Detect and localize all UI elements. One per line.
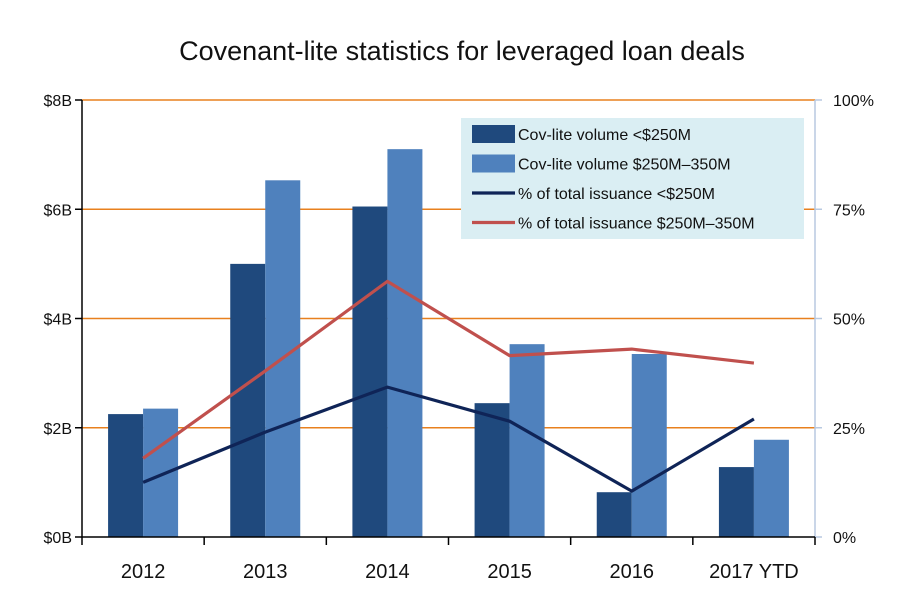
bar-250m-350m bbox=[387, 149, 423, 537]
left-tick-label: $2B bbox=[44, 421, 72, 438]
left-tick-label: $6B bbox=[44, 202, 72, 219]
bar-250m-350m bbox=[631, 354, 667, 537]
bar-under-250m bbox=[474, 403, 510, 537]
line-pct-under-250m bbox=[142, 385, 755, 493]
bar-250m-350m bbox=[509, 344, 545, 537]
left-tick-label: $8B bbox=[44, 93, 72, 110]
x-tick-label: 2013 bbox=[243, 561, 288, 583]
legend-label: Cov-lite volume $250M–350M bbox=[518, 157, 731, 174]
legend-label: Cov-lite volume <$250M bbox=[518, 127, 691, 144]
bar-under-250m bbox=[596, 492, 632, 537]
chart-title: Covenant-lite statistics for leveraged l… bbox=[179, 36, 745, 66]
legend-swatch bbox=[472, 125, 515, 143]
bar-under-250m bbox=[230, 263, 266, 537]
bar-under-250m bbox=[352, 206, 388, 538]
left-tick-label: $0B bbox=[44, 530, 72, 547]
x-tick-label: 2015 bbox=[487, 561, 532, 583]
right-tick-label: 0% bbox=[833, 530, 856, 547]
bar-250m-350m bbox=[143, 408, 179, 537]
bar-under-250m bbox=[718, 467, 754, 537]
left-axis-ticks: $0B $2B $4B $6B $8B bbox=[44, 93, 82, 547]
x-tick-label: 2014 bbox=[365, 561, 410, 583]
gridlines bbox=[82, 99, 815, 429]
right-axis-ticks: 0% 25% 50% 75% 100% bbox=[815, 93, 874, 547]
right-tick-label: 50% bbox=[833, 312, 865, 329]
legend-swatch bbox=[472, 154, 515, 173]
x-tick-label: 2017 YTD bbox=[709, 561, 799, 583]
line-series bbox=[142, 279, 755, 493]
right-tick-label: 75% bbox=[833, 202, 865, 219]
bar-series bbox=[108, 149, 789, 538]
x-tick-label: 2016 bbox=[610, 561, 655, 583]
x-tick-label: 2012 bbox=[121, 561, 166, 583]
right-tick-label: 100% bbox=[833, 93, 874, 110]
legend-label: % of total issuance $250M–350M bbox=[518, 216, 755, 233]
legend-label: % of total issuance <$250M bbox=[518, 186, 715, 203]
right-tick-label: 25% bbox=[833, 421, 865, 438]
legend: Cov-lite volume <$250M Cov-lite volume $2… bbox=[461, 118, 804, 239]
bar-under-250m bbox=[108, 414, 144, 537]
legend-box bbox=[461, 118, 804, 239]
bar-250m-350m bbox=[753, 439, 789, 537]
line-pct-250m-350m bbox=[142, 279, 755, 460]
left-tick-label: $4B bbox=[44, 312, 72, 329]
x-axis-ticks: 2012 2013 2014 2015 2016 2017 YTD bbox=[81, 537, 816, 583]
